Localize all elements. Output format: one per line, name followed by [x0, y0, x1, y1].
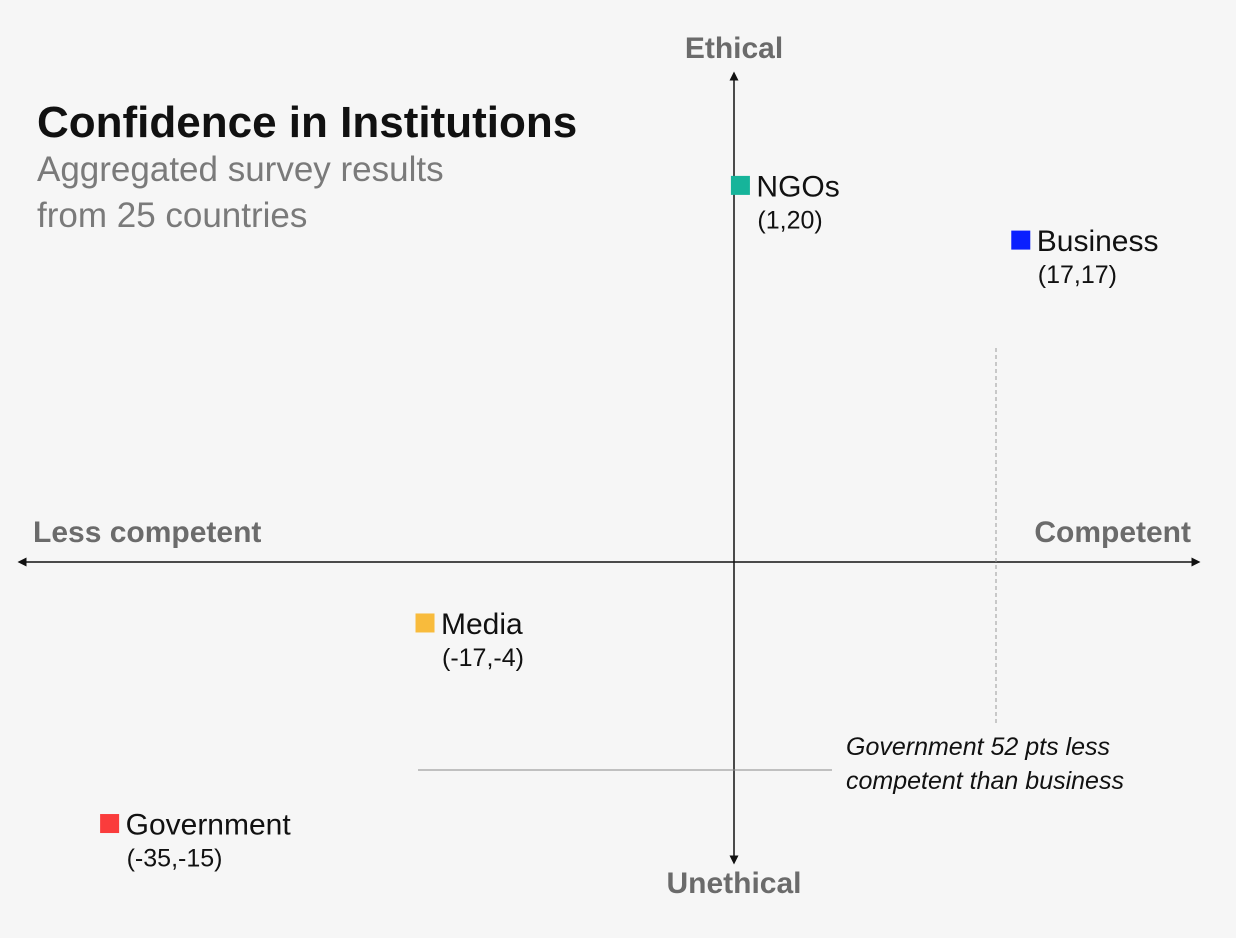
chart-subtitle-line-2: from 25 countries	[37, 196, 307, 235]
point-label-ngos: (1,20)	[757, 206, 822, 234]
point-label-media: (-17,-4)	[442, 644, 524, 672]
point-name-government: Government	[126, 809, 292, 842]
axis-label-unethical: Unethical	[666, 867, 801, 900]
point-name-ngos: NGOs	[756, 170, 839, 203]
data-points: NGOs (1,20) Business (17,17) Media (-17,-4) Go…	[100, 170, 1159, 873]
chart-title: Confidence in Institutions	[37, 98, 577, 147]
point-media: Media (-17,-4)	[415, 608, 524, 672]
point-marker-media	[415, 613, 435, 633]
annotation-line-2: competent than business	[846, 767, 1124, 795]
point-marker-business	[1011, 230, 1031, 250]
point-government: Government (-35,-15)	[100, 809, 291, 873]
point-business: Business (17,17)	[1011, 225, 1159, 289]
point-marker-ngos	[730, 175, 750, 195]
point-label-business: (17,17)	[1038, 261, 1117, 289]
chart-subtitle-line-1: Aggregated survey results	[37, 150, 444, 189]
annotation-line-1: Government 52 pts less	[846, 733, 1110, 761]
axis-label-competent: Competent	[1034, 516, 1191, 549]
point-ngos: NGOs (1,20)	[730, 170, 840, 234]
point-label-government: (-35,-15)	[127, 845, 223, 873]
point-name-media: Media	[441, 608, 523, 641]
axis-label-less-competent: Less competent	[33, 516, 261, 549]
point-marker-government	[100, 814, 120, 834]
axis-label-ethical: Ethical	[685, 32, 783, 65]
point-name-business: Business	[1037, 225, 1159, 258]
